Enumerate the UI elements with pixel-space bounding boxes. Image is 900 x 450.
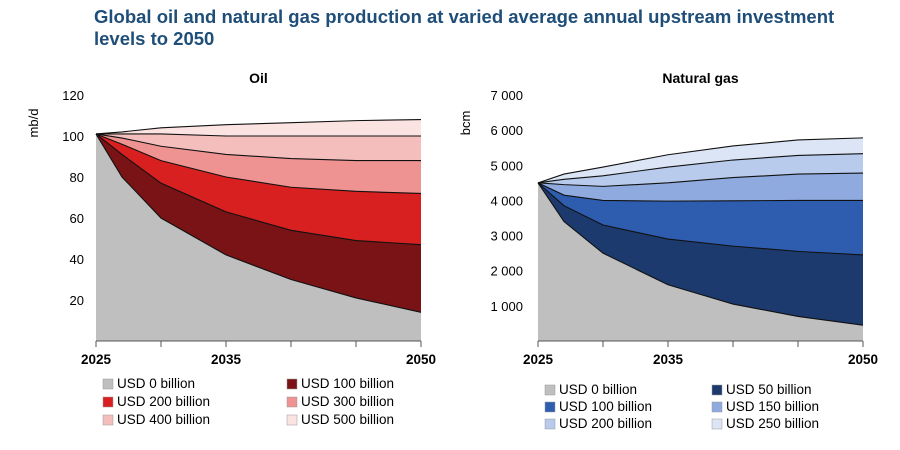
x-tick-label: 2035 bbox=[211, 352, 242, 367]
legend-swatch bbox=[286, 414, 298, 426]
series-line-usd-150-billion bbox=[537, 172, 864, 187]
x-tick-label: 2050 bbox=[848, 352, 878, 367]
area-usd-0-billion bbox=[538, 182, 863, 341]
y-tick-label: 7 000 bbox=[490, 88, 523, 103]
x-tick-label: 2025 bbox=[81, 352, 112, 367]
legend-label: USD 0 billion bbox=[117, 376, 195, 391]
series-line-usd-250-billion bbox=[537, 137, 864, 184]
series-line-usd-0-billion bbox=[95, 133, 422, 313]
legend-label: USD 0 billion bbox=[559, 382, 637, 397]
page-title: Global oil and natural gas production at… bbox=[94, 6, 835, 49]
y-tick-label: 6 000 bbox=[490, 123, 523, 138]
legend-label: USD 500 billion bbox=[301, 412, 394, 427]
y-tick-label: 20 bbox=[70, 293, 84, 308]
legend-swatch bbox=[544, 384, 556, 396]
legend-swatch bbox=[544, 418, 556, 430]
chart-natural-gas: Natural gas bcm 1 000 2 000 3 000 4 000 5 000 6… bbox=[458, 70, 878, 431]
legend-label: USD 100 billion bbox=[301, 376, 394, 391]
x-tick-label: 2050 bbox=[406, 352, 436, 367]
legend-swatch bbox=[711, 401, 723, 413]
series-line-usd-400-billion bbox=[96, 133, 421, 137]
legend-label: USD 200 billion bbox=[559, 416, 652, 431]
legend-swatch bbox=[102, 396, 114, 408]
y-tick-label: 1 000 bbox=[490, 299, 523, 314]
legend-label: USD 100 billion bbox=[559, 399, 652, 414]
legend-swatch bbox=[544, 401, 556, 413]
series-line-usd-100-billion bbox=[537, 182, 863, 202]
series-line-usd-50-billion bbox=[537, 182, 864, 256]
x-tick-label: 2035 bbox=[653, 352, 684, 367]
legend-label: USD 200 billion bbox=[117, 394, 210, 409]
legend-label: USD 400 billion bbox=[117, 412, 210, 427]
y-tick-label: 60 bbox=[70, 211, 84, 226]
legend: USD 0 billion USD 100 billion USD 200 bill… bbox=[102, 376, 394, 427]
y-axis-label: mb/d bbox=[26, 109, 41, 138]
y-tick-label: 100 bbox=[62, 129, 84, 144]
legend-swatch bbox=[102, 414, 114, 426]
legend-label: USD 250 billion bbox=[726, 416, 819, 431]
y-tick-label: 5 000 bbox=[490, 158, 523, 173]
chart-title: Natural gas bbox=[662, 70, 738, 86]
series-line-usd-0-billion bbox=[537, 182, 864, 326]
x-tick-label: 2025 bbox=[523, 352, 554, 367]
series-line-usd-100-billion bbox=[95, 133, 422, 246]
y-tick-label: 4 000 bbox=[490, 193, 523, 208]
legend-label: USD 300 billion bbox=[301, 394, 394, 409]
y-tick-label: 2 000 bbox=[490, 264, 523, 279]
y-tick-label: 3 000 bbox=[490, 229, 523, 244]
chart-oil: Oil mb/d 20 40 60 80 100 120 2025 2035 2050 USD 0 b… bbox=[26, 70, 436, 427]
legend-label: USD 50 billion bbox=[726, 382, 812, 397]
series-line-usd-300-billion bbox=[95, 133, 421, 162]
y-tick-label: 80 bbox=[70, 170, 84, 185]
legend-swatch bbox=[102, 378, 114, 390]
legend: USD 0 billion USD 50 billion USD 100 billi… bbox=[544, 382, 819, 431]
series-line-usd-200-billion bbox=[537, 153, 864, 184]
area-usd-0-billion bbox=[96, 133, 421, 341]
legend-swatch bbox=[711, 418, 723, 430]
series-line-usd-500-billion bbox=[95, 119, 422, 135]
y-tick-label: 40 bbox=[70, 252, 84, 267]
legend-label: USD 150 billion bbox=[726, 399, 819, 414]
chart-title: Oil bbox=[249, 70, 268, 86]
y-axis-label: bcm bbox=[458, 111, 473, 136]
legend-swatch bbox=[711, 384, 723, 396]
legend-swatch bbox=[286, 378, 298, 390]
y-tick-label: 120 bbox=[62, 88, 84, 103]
series-line-usd-200-billion bbox=[95, 133, 422, 194]
legend-swatch bbox=[286, 396, 298, 408]
